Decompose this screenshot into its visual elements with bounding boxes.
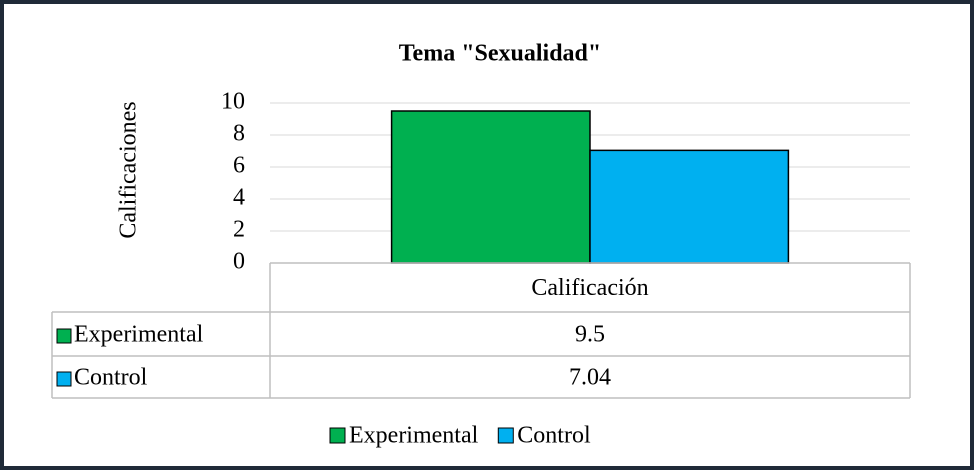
legend-label: Control	[517, 423, 591, 449]
y-tick-label: 0	[233, 249, 245, 275]
bar	[390, 110, 591, 264]
y-tick-label: 6	[233, 153, 245, 179]
bar	[589, 149, 790, 264]
table-value: 7.04	[569, 365, 611, 391]
y-tick-label: 2	[233, 217, 245, 243]
table-legend-key	[56, 371, 72, 387]
legend-key	[329, 427, 346, 444]
y-tick-label: 4	[233, 185, 245, 211]
table-row-label: Experimental	[74, 322, 204, 348]
chart-title: Tema "Sexualidad"	[399, 41, 601, 67]
y-tick-label: 8	[233, 121, 245, 147]
table-value: 9.5	[575, 322, 605, 348]
legend-label: Experimental	[349, 423, 479, 449]
y-axis-label: Calificaciones	[116, 101, 142, 238]
table-legend-key	[56, 328, 72, 344]
y-tick-label: 10	[221, 89, 245, 115]
table-header: Calificación	[531, 275, 648, 301]
table-row-label: Control	[74, 365, 148, 391]
legend-key	[497, 427, 514, 444]
